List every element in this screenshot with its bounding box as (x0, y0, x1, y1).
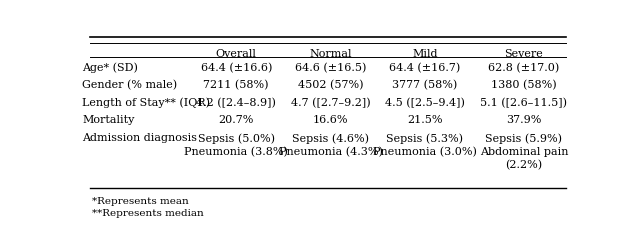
Text: Sepsis (5.0%)
Pneumonia (3.8%): Sepsis (5.0%) Pneumonia (3.8%) (184, 133, 288, 157)
Text: 4.7 ([2.7–9.2]): 4.7 ([2.7–9.2]) (291, 98, 371, 108)
Text: 5.1 ([2.6–11.5]): 5.1 ([2.6–11.5]) (481, 98, 568, 108)
Text: 4502 (57%): 4502 (57%) (298, 80, 364, 90)
Text: 21.5%: 21.5% (407, 115, 442, 125)
Text: Length of Stay** (IQR): Length of Stay** (IQR) (83, 98, 211, 108)
Text: Sepsis (4.6%)
Pneumonia (4.3%): Sepsis (4.6%) Pneumonia (4.3%) (278, 133, 383, 157)
Text: Sepsis (5.9%)
Abdominal pain
(2.2%): Sepsis (5.9%) Abdominal pain (2.2%) (479, 133, 568, 170)
Text: Admission diagnosis: Admission diagnosis (83, 133, 198, 143)
Text: **Represents median: **Represents median (92, 209, 204, 218)
Text: 64.4 (±16.6): 64.4 (±16.6) (200, 62, 272, 73)
Text: 7211 (58%): 7211 (58%) (204, 80, 269, 90)
Text: Sepsis (5.3%)
Pneumonia (3.0%): Sepsis (5.3%) Pneumonia (3.0%) (372, 133, 477, 157)
Text: 16.6%: 16.6% (313, 115, 348, 125)
Text: 37.9%: 37.9% (506, 115, 541, 125)
Text: Gender (% male): Gender (% male) (83, 80, 178, 90)
Text: 64.6 (±16.5): 64.6 (±16.5) (295, 62, 366, 73)
Text: Age* (SD): Age* (SD) (83, 62, 138, 73)
Text: 4.2 ([2.4–8.9]): 4.2 ([2.4–8.9]) (196, 98, 276, 108)
Text: Normal: Normal (309, 49, 352, 59)
Text: Mild: Mild (412, 49, 438, 59)
Text: 1380 (58%): 1380 (58%) (491, 80, 557, 90)
Text: 62.8 (±17.0): 62.8 (±17.0) (488, 62, 559, 73)
Text: *Represents mean: *Represents mean (92, 197, 189, 206)
Text: 4.5 ([2.5–9.4]): 4.5 ([2.5–9.4]) (385, 98, 465, 108)
Text: Mortality: Mortality (83, 115, 135, 125)
Text: Severe: Severe (504, 49, 543, 59)
Text: 64.4 (±16.7): 64.4 (±16.7) (389, 62, 460, 73)
Text: 3777 (58%): 3777 (58%) (392, 80, 458, 90)
Text: Overall: Overall (216, 49, 257, 59)
Text: 20.7%: 20.7% (218, 115, 254, 125)
